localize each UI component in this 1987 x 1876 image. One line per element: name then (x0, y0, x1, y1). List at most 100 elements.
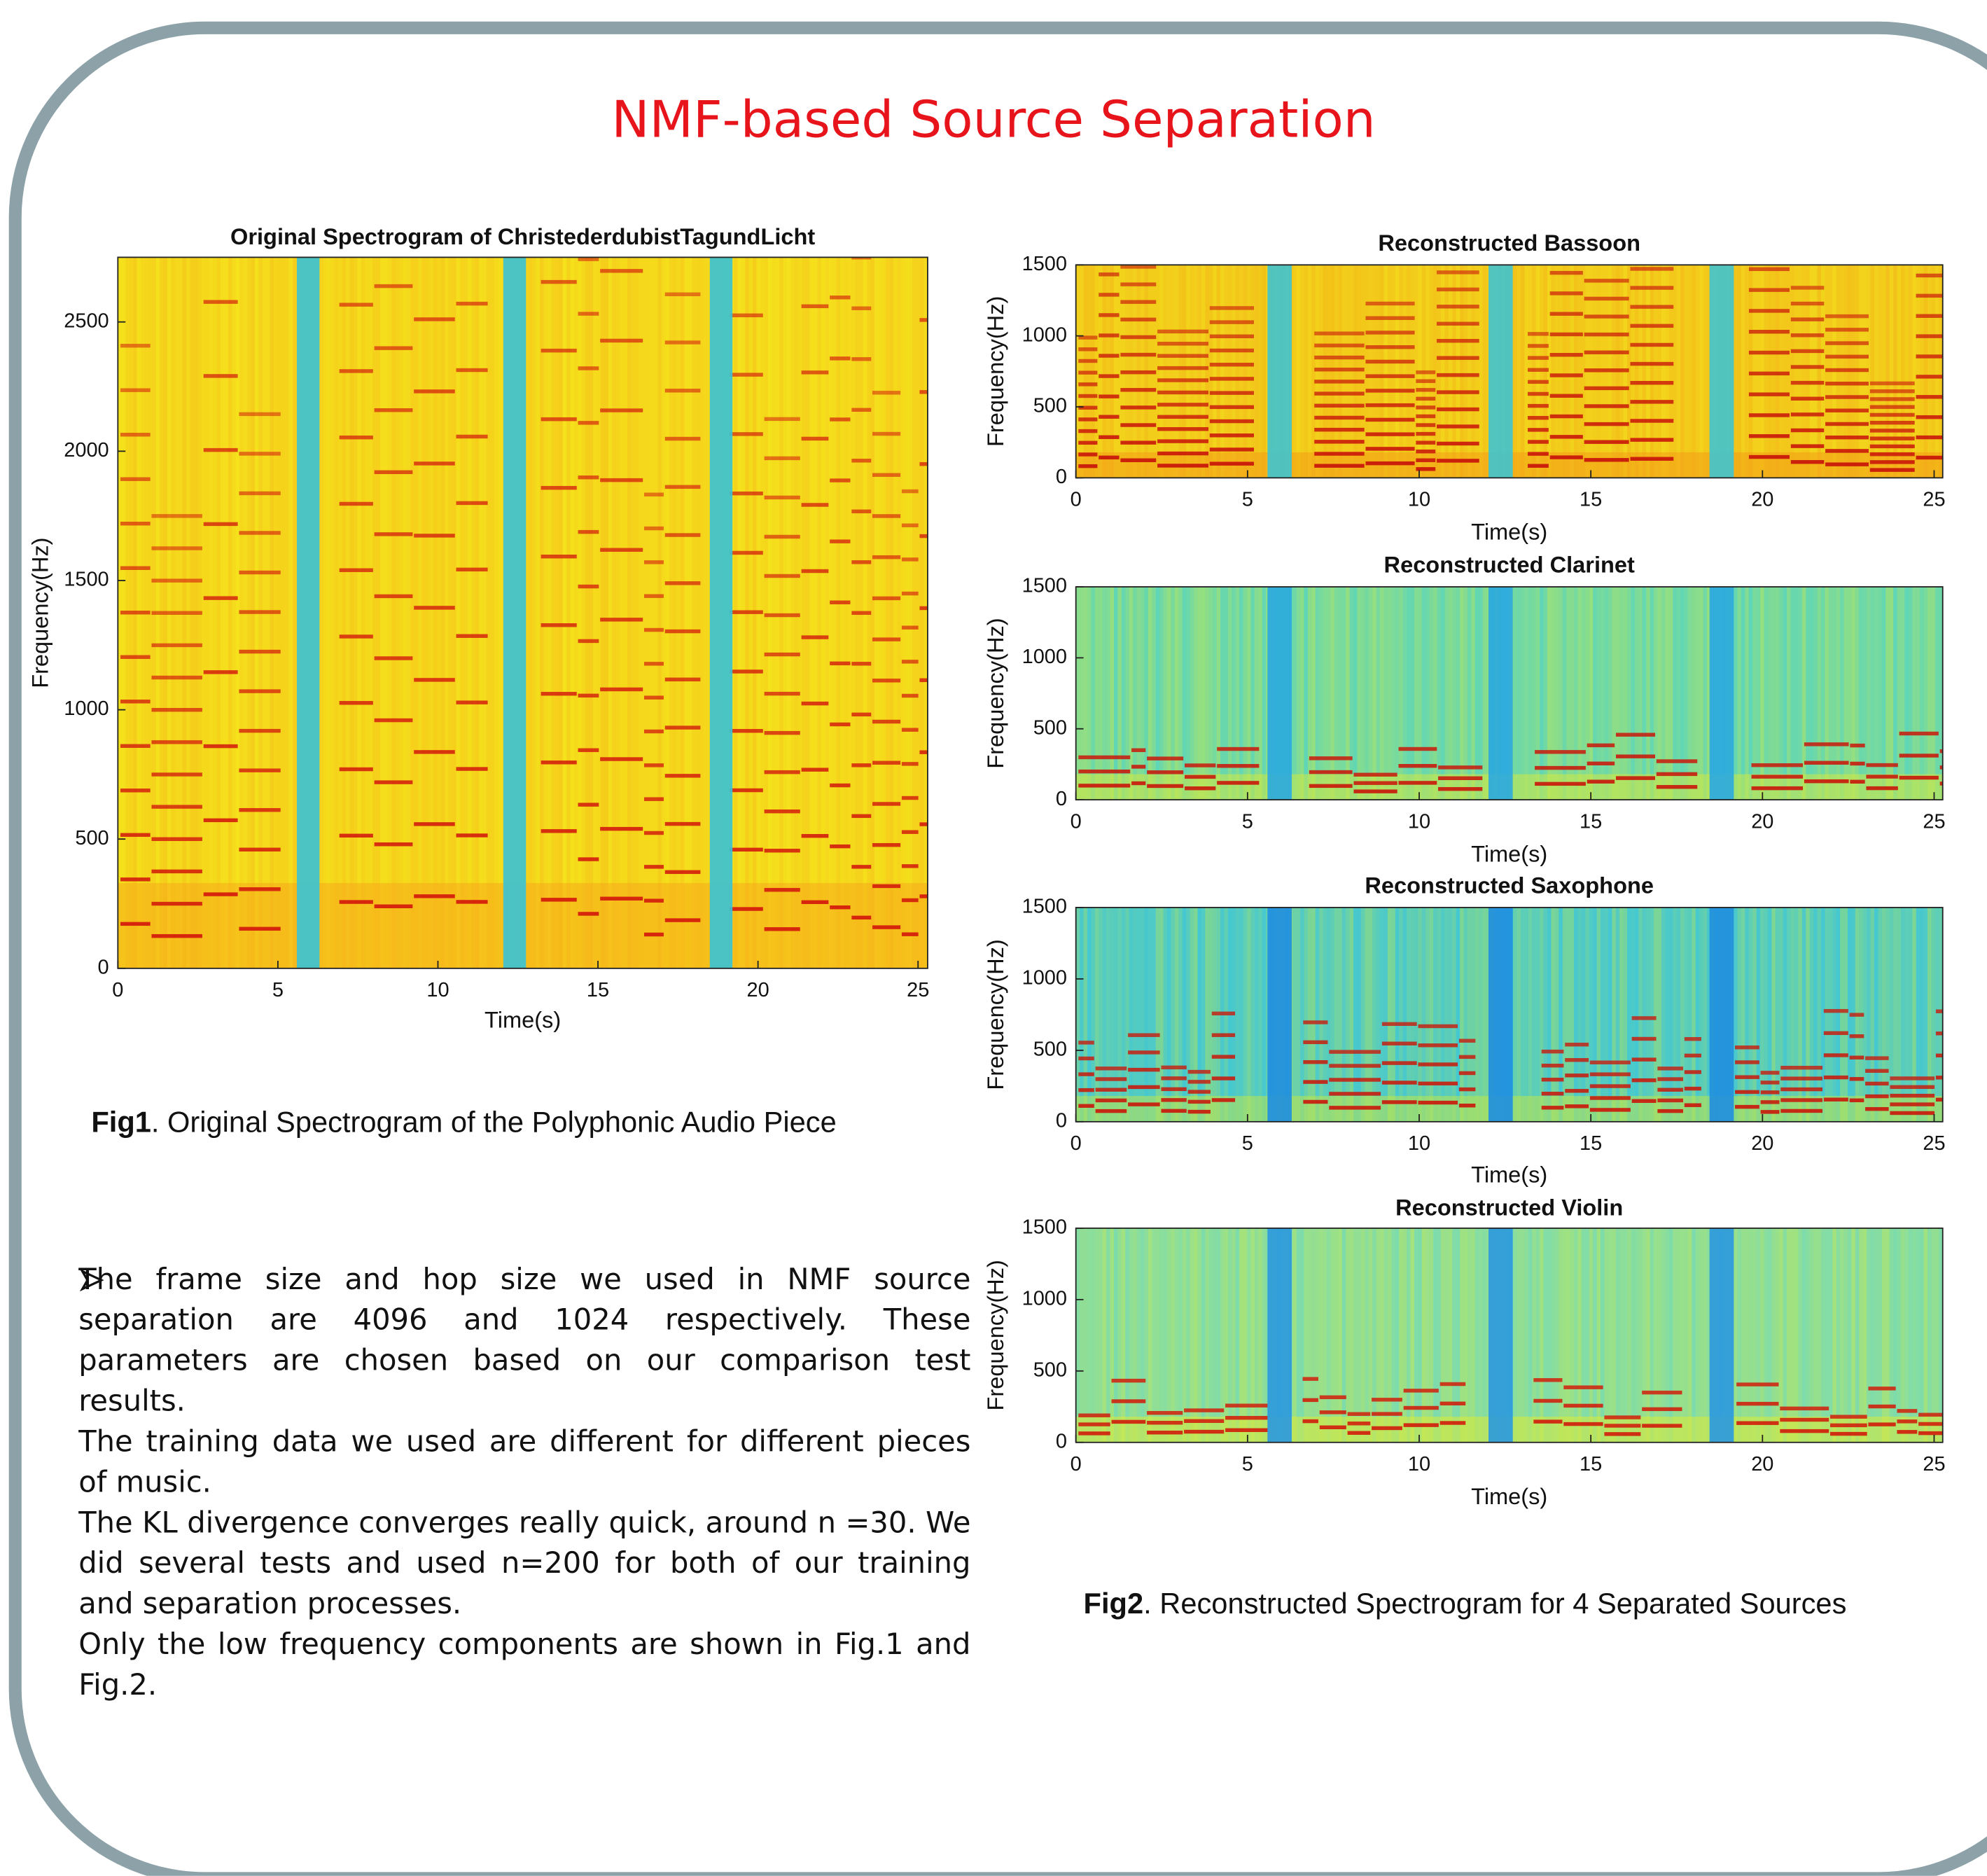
texture (832, 257, 836, 968)
texture (407, 257, 410, 968)
texture (239, 492, 280, 495)
texture (597, 257, 601, 968)
texture (1940, 781, 1987, 785)
texture (644, 560, 664, 564)
texture (1736, 1421, 1778, 1424)
texture (494, 257, 498, 968)
poster-section: 051015202505001000150020002500Original S… (0, 0, 1987, 1876)
texture (1376, 587, 1380, 800)
texture (1760, 908, 1764, 1122)
texture (1535, 750, 1586, 753)
texture (1078, 1422, 1110, 1426)
texture (1444, 265, 1448, 478)
texture (1212, 1033, 1235, 1036)
texture (1148, 908, 1152, 1122)
texture (650, 257, 654, 968)
texture (541, 486, 577, 489)
texture (418, 257, 421, 968)
texture (1314, 452, 1364, 455)
texture (1167, 265, 1171, 478)
texture (1850, 762, 1864, 765)
texture (1314, 416, 1364, 419)
texture (1749, 908, 1752, 1122)
texture (1488, 587, 1513, 800)
texture (1438, 777, 1482, 780)
texture (851, 865, 871, 868)
texture (1096, 1077, 1127, 1081)
texture (1399, 781, 1437, 784)
texture (1584, 297, 1629, 300)
texture (1188, 1090, 1211, 1093)
texture (1574, 1228, 1577, 1443)
texture (1768, 587, 1771, 800)
texture (1099, 354, 1119, 357)
texture (1255, 587, 1258, 800)
texture (1224, 587, 1227, 800)
texture (1832, 1228, 1836, 1443)
texture (1643, 908, 1646, 1122)
texture (1416, 440, 1435, 444)
texture (1190, 908, 1194, 1122)
texture (1840, 1228, 1843, 1443)
texture (1612, 587, 1615, 800)
texture (1627, 908, 1631, 1122)
texture (1738, 587, 1741, 800)
texture (1112, 1379, 1146, 1382)
y-tick-label: 500 (1033, 716, 1067, 739)
texture (1414, 587, 1418, 800)
texture (1159, 265, 1163, 478)
texture (844, 257, 847, 968)
texture (1133, 1228, 1136, 1443)
texture (1437, 373, 1479, 377)
texture (1893, 1228, 1897, 1443)
x-tick-label: 20 (1751, 1453, 1773, 1475)
texture (669, 257, 673, 968)
texture (1642, 1424, 1682, 1427)
texture (1593, 1228, 1596, 1443)
texture (1323, 1228, 1327, 1443)
texture (1358, 908, 1361, 1122)
texture (1752, 774, 1804, 778)
texture (354, 257, 357, 968)
texture (340, 569, 373, 572)
texture (578, 585, 599, 588)
texture (1577, 1228, 1581, 1443)
texture (239, 927, 280, 931)
texture (1087, 1228, 1091, 1443)
texture (1159, 587, 1163, 800)
texture (1209, 587, 1213, 800)
texture (1749, 1228, 1752, 1443)
texture (120, 478, 151, 481)
texture (909, 257, 912, 968)
texture (1353, 908, 1357, 1122)
texture (1303, 1041, 1327, 1044)
texture (1627, 1228, 1631, 1443)
texture (644, 628, 664, 632)
texture (1361, 587, 1365, 800)
texture (1897, 1419, 1917, 1423)
texture (1297, 1228, 1300, 1443)
texture (239, 729, 280, 732)
texture (1353, 781, 1397, 784)
texture (1384, 587, 1388, 800)
texture (730, 610, 763, 613)
texture (1924, 587, 1927, 800)
texture (342, 257, 346, 968)
texture (1388, 265, 1391, 478)
texture (532, 257, 536, 968)
texture (1791, 286, 1824, 289)
texture (1157, 464, 1208, 467)
texture (919, 534, 941, 538)
texture (1188, 1110, 1211, 1113)
texture (1703, 1228, 1707, 1443)
texture (837, 257, 840, 968)
texture (1430, 908, 1433, 1122)
texture (798, 257, 802, 968)
texture (1909, 908, 1912, 1122)
texture (1369, 587, 1372, 800)
texture (1909, 587, 1912, 800)
texture (365, 257, 368, 968)
texture (1848, 587, 1851, 800)
texture (1441, 908, 1444, 1122)
texture (1848, 1228, 1851, 1443)
